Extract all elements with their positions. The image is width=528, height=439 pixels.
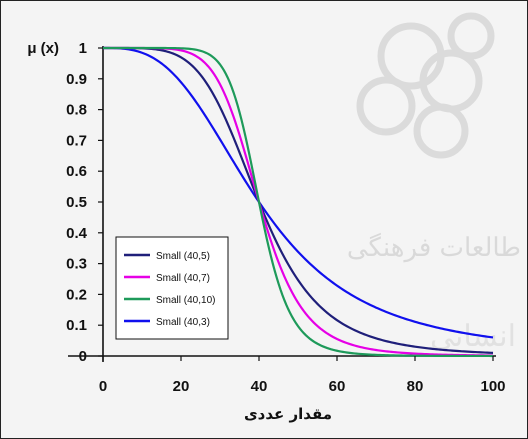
x-tick-label: 100 xyxy=(480,378,505,395)
y-tick-label: 0 xyxy=(79,348,87,365)
y-tick-label: 0.3 xyxy=(66,256,87,273)
legend: Small (40,5) Small (40,7) Small (40,10) Sma… xyxy=(115,236,229,340)
legend-label: Small (40,5) xyxy=(156,251,210,262)
watermark-text-1: طالعات فرهنگی xyxy=(347,232,521,263)
watermark-text-2: انسانی xyxy=(430,319,516,354)
legend-label: Small (40,7) xyxy=(156,273,210,284)
x-tick-label: 60 xyxy=(329,378,346,395)
y-tick-label: 0.4 xyxy=(66,225,88,242)
y-tick-label: 0.8 xyxy=(66,102,87,119)
y-tick-label: 0.1 xyxy=(66,317,87,334)
y-tick-label: 1 xyxy=(79,40,87,57)
x-tick-label: 80 xyxy=(407,378,424,395)
series-line-3 xyxy=(103,46,493,358)
x-tick-label: 0 xyxy=(99,378,107,395)
x-tick-label: 40 xyxy=(251,378,268,395)
legend-label: Small (40,3) xyxy=(156,317,210,328)
series-line-4 xyxy=(103,46,494,339)
series-line-1 xyxy=(103,46,494,354)
y-axis-title: μ (x) xyxy=(27,40,59,57)
y-tick-label: 0.9 xyxy=(66,71,87,88)
y-tick-label: 0.7 xyxy=(66,132,87,149)
y-tick-label: 0.5 xyxy=(66,194,87,211)
y-tick-label: 0.6 xyxy=(66,163,87,180)
legend-label: Small (40,10) xyxy=(156,295,215,306)
x-axis-title: مقدار عددی xyxy=(244,405,332,423)
tick-labels: 0 20 40 60 80 100 0 0.1 0.2 0.3 0.4 0.5 0.6 0.7 0.8 0.9… xyxy=(66,40,505,395)
curves xyxy=(103,46,494,358)
x-tick-label: 20 xyxy=(173,378,190,395)
y-tick-label: 0.2 xyxy=(66,286,87,303)
